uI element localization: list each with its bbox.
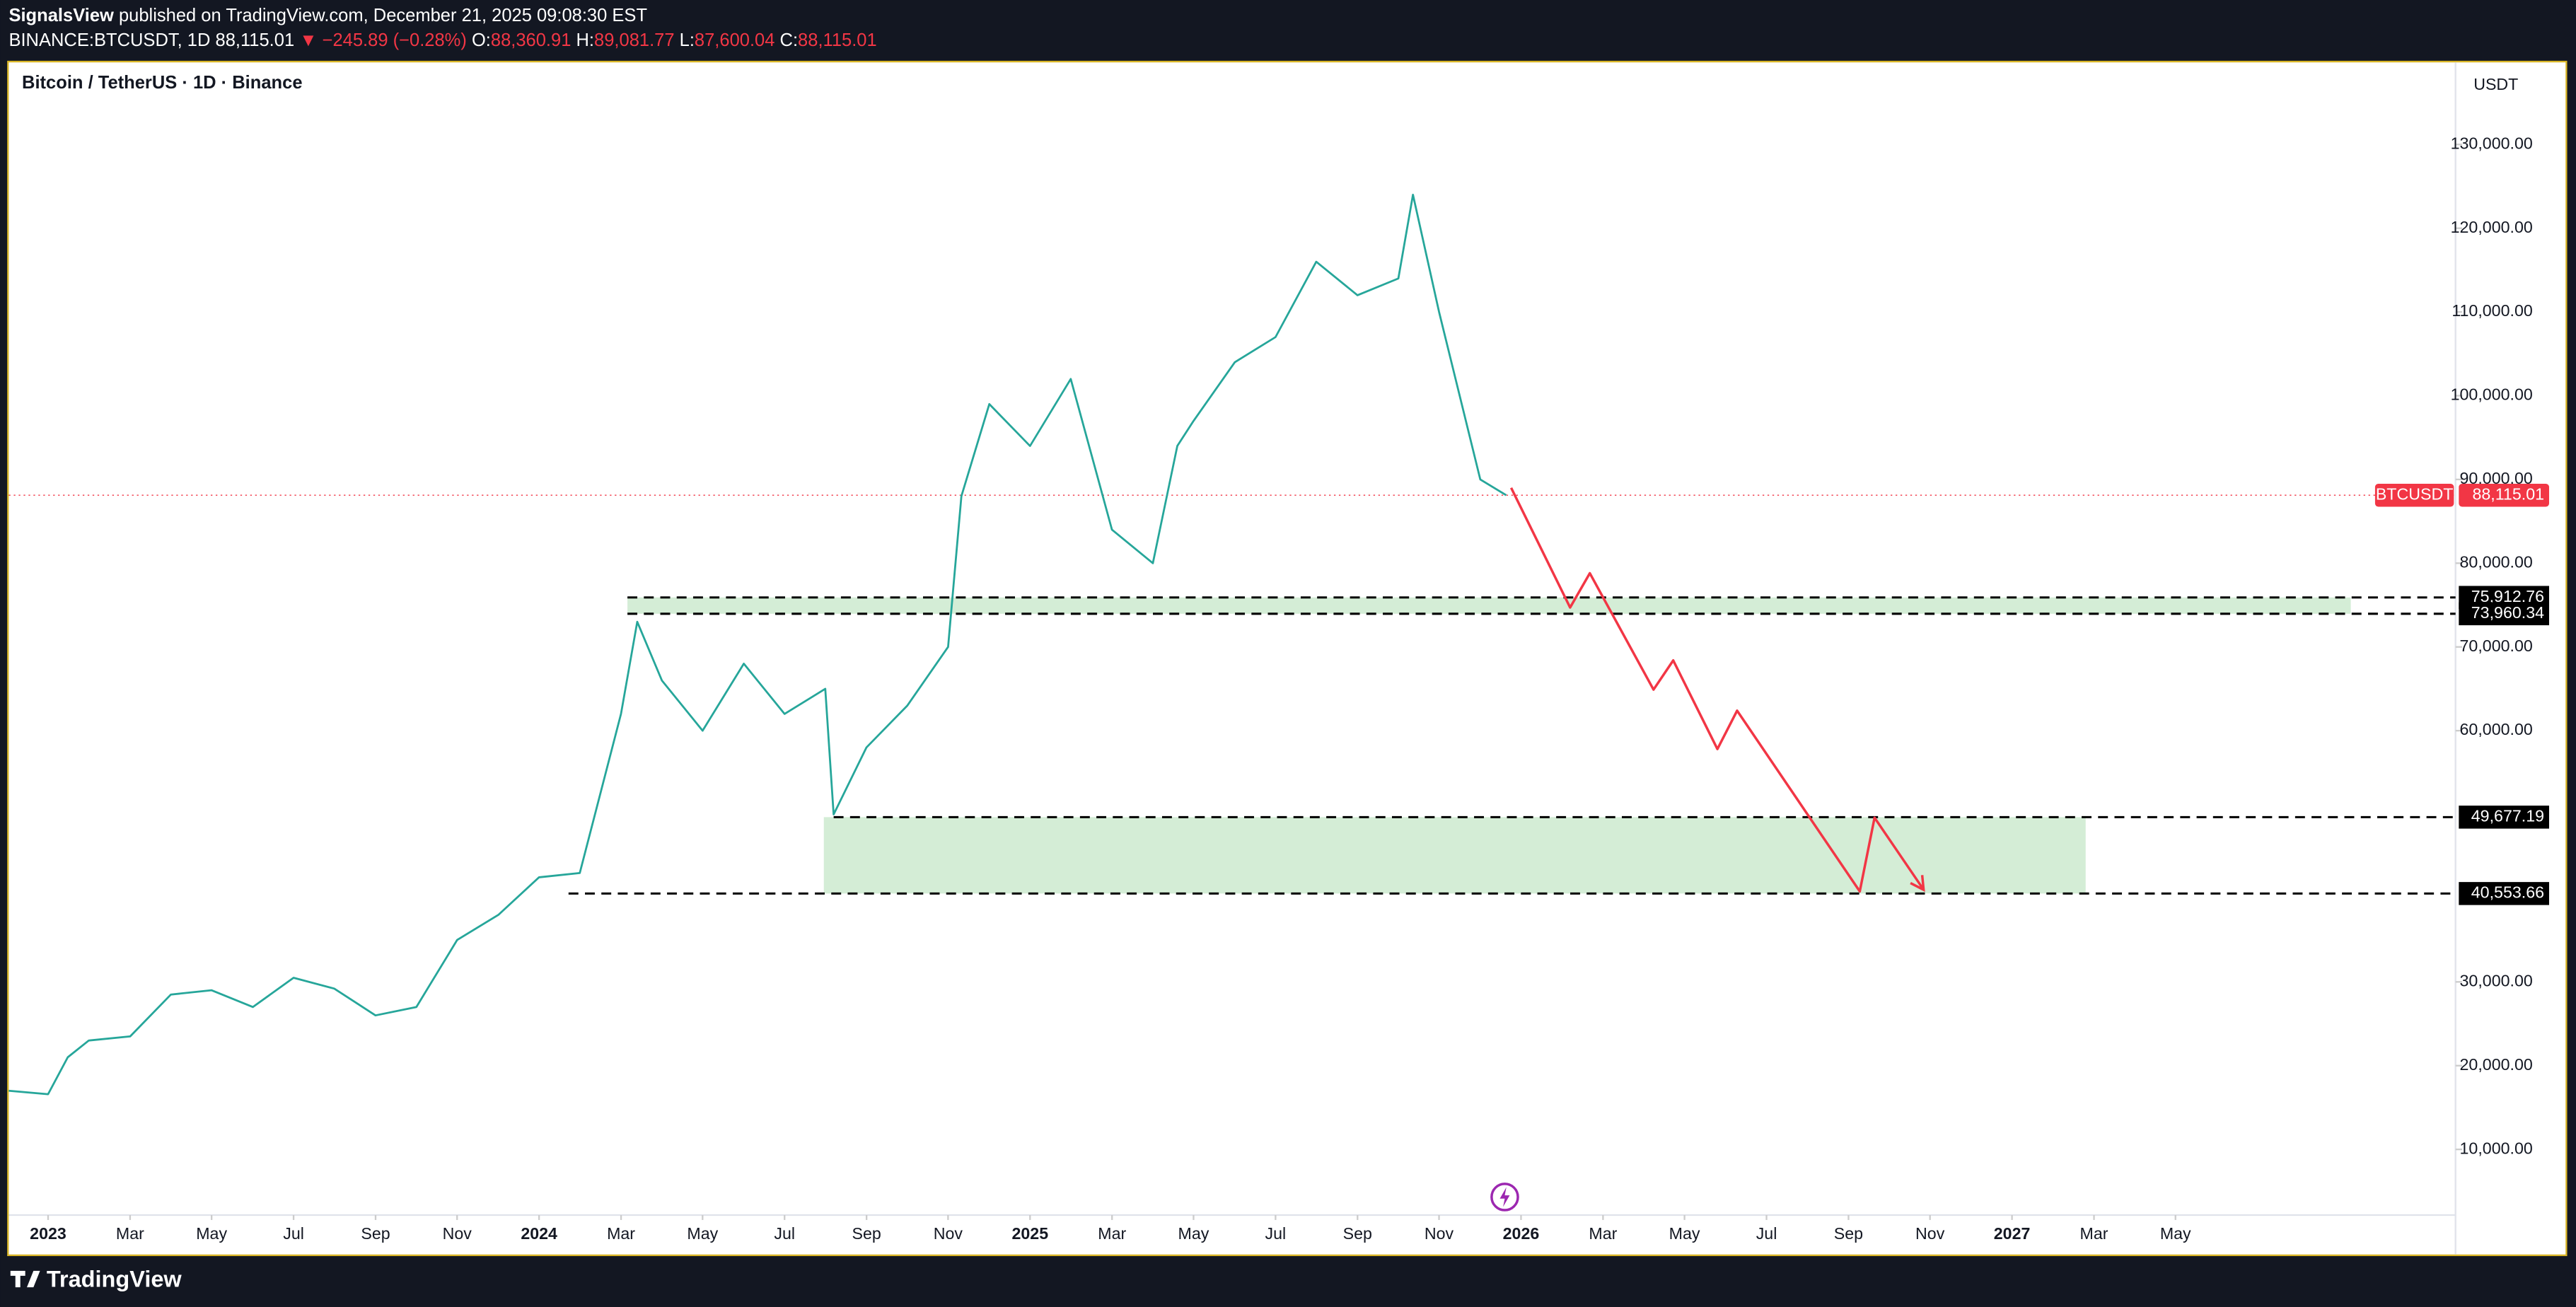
x-tick-label: 2023 [30, 1224, 66, 1243]
y-tick-label: 130,000.00 [2451, 134, 2533, 152]
symbol-label: BTCUSDT [2376, 484, 2454, 503]
x-tick-label: May [1178, 1224, 1209, 1243]
x-tick-label: May [1669, 1224, 1700, 1243]
x-tick-label: May [196, 1224, 227, 1243]
x-tick-label: Mar [1589, 1224, 1617, 1243]
price-label: 88,115.01 [2473, 484, 2545, 503]
currency: USDT [2473, 75, 2518, 93]
level-tag [2459, 882, 2549, 905]
x-tick-label: Mar [2080, 1224, 2108, 1243]
price-tag [2459, 483, 2549, 507]
y-tick-label: 70,000.00 [2460, 637, 2533, 655]
symbol: BINANCE:BTCUSDT, 1D [8, 30, 210, 50]
x-tick-label: Jul [1756, 1224, 1777, 1243]
level-label: 49,677.19 [2471, 806, 2544, 825]
chart-panel [7, 60, 2568, 1257]
lightning-glyph [1499, 1187, 1510, 1207]
zone [823, 817, 2086, 894]
label: H: [576, 30, 595, 50]
level-label: 73,960.34 [2471, 603, 2544, 622]
label: C: [780, 30, 799, 50]
y-tick-label: 30,000.00 [2460, 971, 2533, 989]
change: ▼ −245.89 (−0.28%) [299, 30, 467, 50]
level-tag [2459, 806, 2549, 829]
x-tick-label: Nov [1915, 1224, 1945, 1243]
logo [10, 1270, 40, 1288]
low: 87,600.04 [695, 30, 775, 50]
arrow-head [1910, 875, 1925, 893]
x-tick-label: Jul [1265, 1224, 1287, 1243]
x-tick-label: Nov [443, 1224, 472, 1243]
y-tick-label: 60,000.00 [2460, 720, 2533, 738]
open: 88,360.91 [491, 30, 572, 50]
x-tick-label: Sep [852, 1224, 881, 1243]
x-tick-label: Mar [1098, 1224, 1126, 1243]
header-line-1: SignalsView published on TradingView.com… [8, 6, 647, 25]
y-tick-label: 10,000.00 [2460, 1139, 2533, 1157]
y-tick-label: 120,000.00 [2451, 218, 2533, 236]
y-tick-label: 110,000.00 [2452, 301, 2532, 320]
x-tick-label: 2025 [1011, 1224, 1048, 1243]
x-tick-label: May [2160, 1224, 2191, 1243]
y-tick-label: 20,000.00 [2460, 1055, 2533, 1074]
high: 89,081.77 [594, 30, 675, 50]
y-tick-label: 100,000.00 [2451, 385, 2533, 404]
x-tick-label: Nov [1425, 1224, 1454, 1243]
x-tick-label: Sep [1343, 1224, 1372, 1243]
x-tick-label: Nov [934, 1224, 963, 1243]
brand: TradingView [47, 1266, 182, 1291]
projection [1509, 487, 1925, 893]
x-tick-label: Mar [607, 1224, 635, 1243]
close: 88,115.01 [798, 30, 877, 50]
price-line [8, 193, 1507, 1096]
publisher: SignalsView [8, 6, 114, 25]
x-tick-label: Jul [283, 1224, 304, 1243]
x-tick-label: May [687, 1224, 718, 1243]
symbol-tag [2374, 483, 2454, 507]
last: 88,115.01 [216, 30, 295, 50]
plot: 10,000.00 20,000.00 30,000.00 60,000.00 70,0… [8, 134, 2549, 1243]
published: published on TradingView.com, December 2… [119, 6, 647, 25]
label: O: [472, 30, 491, 50]
x-tick-label: Jul [774, 1224, 795, 1243]
chart-title: Bitcoin / TetherUS · 1D · Binance [22, 73, 303, 93]
level-tag [2459, 602, 2549, 626]
x-tick-label: Sep [1834, 1224, 1863, 1243]
x-tick-label: Mar [116, 1224, 144, 1243]
level-label: 75,912.76 [2471, 587, 2544, 605]
x-tick-label: 2026 [1503, 1224, 1540, 1243]
header-line-2: BINANCE:BTCUSDT, 1D 88,115.01 ▼ −245.89 … [8, 30, 876, 50]
x-tick-label: Sep [361, 1224, 390, 1243]
x-tick-label: 2027 [1994, 1224, 2031, 1243]
y-tick-label: 80,000.00 [2460, 552, 2533, 571]
zone [627, 597, 2351, 614]
level-label: 40,553.66 [2471, 883, 2544, 902]
x-tick-label: 2024 [521, 1224, 557, 1243]
label: L: [680, 30, 695, 50]
